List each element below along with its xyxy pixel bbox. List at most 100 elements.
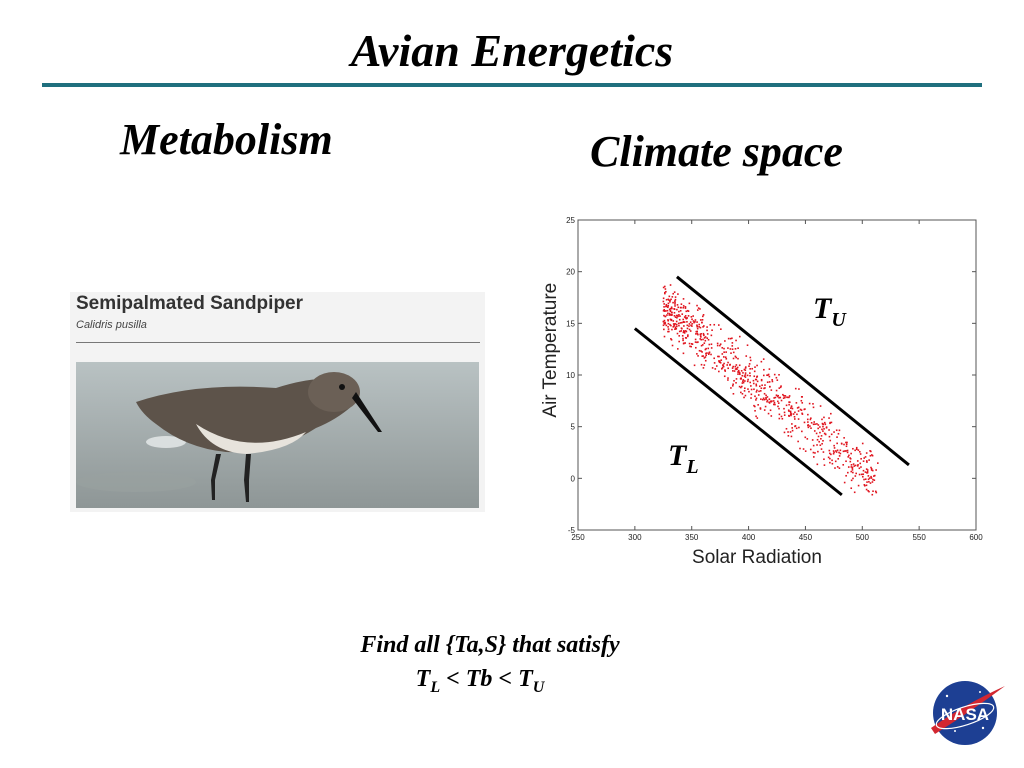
y-tick-label: 25: [566, 216, 575, 225]
scatter-point: [735, 339, 737, 342]
scatter-point: [838, 455, 841, 457]
scatter-point: [824, 423, 827, 426]
scatter-point: [733, 379, 735, 382]
scatter-point: [806, 418, 809, 421]
scatter-point: [865, 468, 868, 470]
scatter-point: [688, 325, 690, 327]
scatter-point: [760, 360, 763, 363]
scatter-point: [693, 321, 695, 324]
scatter-point: [754, 366, 756, 368]
scatter-point: [823, 458, 825, 461]
scatter-point: [710, 343, 713, 346]
scatter-point: [705, 352, 707, 355]
scatter-point: [776, 395, 779, 398]
scatter-point: [663, 308, 666, 311]
scatter-point: [813, 421, 815, 423]
scatter-point: [674, 301, 676, 304]
scatter-point: [799, 447, 801, 450]
scatter-point: [838, 467, 841, 469]
scatter-point: [743, 387, 746, 390]
scatter-point: [748, 365, 750, 367]
scatter-point: [828, 417, 830, 419]
scatter-point: [692, 320, 695, 322]
scatter-point: [749, 381, 752, 384]
scatter-point: [682, 337, 684, 340]
scatter-point: [704, 356, 707, 358]
scatter-point: [812, 403, 814, 405]
scatter-point: [726, 364, 729, 366]
scatter-point: [744, 380, 746, 382]
scatter-point: [740, 391, 742, 394]
scatter-point: [702, 367, 705, 369]
scatter-point: [696, 327, 699, 330]
scatter-point: [704, 348, 707, 351]
scatter-point: [740, 378, 742, 380]
scatter-point: [828, 435, 831, 438]
scatter-point: [818, 440, 820, 443]
scatter-point: [708, 351, 711, 354]
scatter-point: [836, 449, 839, 452]
y-tick-label: -5: [568, 526, 576, 535]
scatter-point: [803, 408, 806, 411]
scatter-point: [852, 447, 854, 450]
scatter-point: [718, 360, 720, 362]
scatter-point: [819, 405, 822, 407]
scatter-point: [737, 369, 740, 372]
scatter-point: [782, 394, 785, 397]
scatter-point: [864, 478, 867, 480]
scatter-point: [820, 437, 822, 440]
scatter-point: [702, 334, 705, 336]
scatter-point: [741, 393, 744, 395]
scatter-point: [807, 424, 810, 426]
scatter-point: [741, 385, 743, 388]
scatter-point: [675, 320, 678, 323]
scatter-point: [767, 373, 770, 376]
scatter-point: [764, 384, 766, 386]
scatter-point: [789, 410, 792, 413]
scatter-point: [741, 374, 744, 377]
scatter-point: [877, 462, 879, 464]
scatter-point: [849, 460, 852, 463]
scatter-point: [680, 327, 683, 329]
scatter-point: [759, 390, 762, 392]
scatter-point: [816, 438, 819, 441]
scatter-point: [749, 374, 751, 377]
scatter-point: [697, 333, 699, 336]
scatter-point: [701, 319, 704, 321]
scatter-point: [842, 464, 845, 466]
scatter-point: [791, 407, 794, 410]
scatter-point: [817, 424, 820, 426]
scatter-point: [809, 448, 812, 451]
scatter-point: [870, 477, 873, 479]
scatter-point: [775, 376, 778, 379]
scatter-point: [707, 338, 710, 341]
scatter-point: [682, 305, 685, 307]
scatter-point: [855, 472, 857, 475]
scatter-point: [678, 310, 680, 313]
scatter-point: [694, 341, 697, 343]
scatter-point: [725, 357, 728, 360]
scatter-point: [757, 404, 759, 406]
scatter-point: [730, 387, 732, 389]
scatter-point: [737, 357, 739, 360]
scatter-point: [744, 376, 747, 378]
nasa-logo-text: NASA: [941, 705, 989, 724]
scatter-point: [752, 382, 755, 385]
scatter-point: [685, 317, 688, 320]
scatter-point: [689, 321, 692, 323]
scatter-point: [732, 365, 734, 368]
scatter-point: [787, 431, 789, 433]
scatter-point: [668, 295, 671, 298]
scatter-point: [842, 450, 845, 453]
scatter-point: [670, 298, 672, 301]
scatter-point: [674, 303, 676, 305]
scatter-point: [679, 309, 682, 312]
scatter-point: [669, 318, 672, 321]
scatter-point: [754, 395, 756, 398]
scatter-point: [871, 493, 874, 496]
scatter-point: [855, 448, 858, 451]
scatter-point: [683, 316, 686, 318]
scatter-point: [834, 460, 837, 463]
scatter-point: [723, 351, 725, 353]
scatter-point: [859, 462, 862, 465]
